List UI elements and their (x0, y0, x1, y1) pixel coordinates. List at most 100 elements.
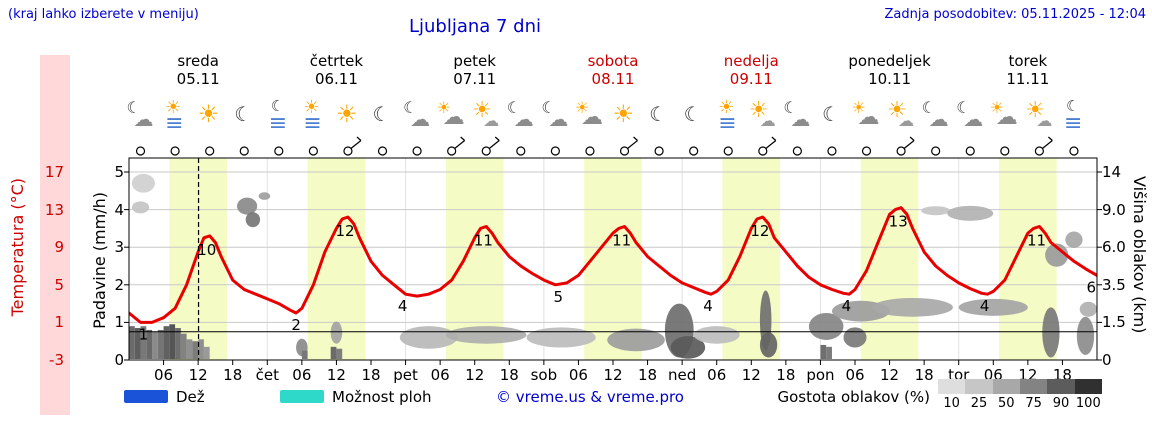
x-tick-label-06: 06 (568, 366, 588, 384)
density-tick-label: 90 (1052, 396, 1070, 411)
x-tick-label-12: 12 (465, 366, 485, 384)
weather-icon-fog-sun: ☀ ≡ (295, 97, 331, 136)
weather-icon-sun-cloud: ☀ ☁ (468, 100, 504, 134)
glyph: ☁ (963, 107, 984, 131)
wind-calm-icon (896, 146, 906, 156)
glyph: ☾ (506, 98, 522, 117)
rain-legend-swatch (124, 390, 168, 403)
weather-icon-moon: ☾ (365, 100, 401, 134)
glyph: ☾ (372, 102, 391, 126)
glyph: ☀ (612, 100, 635, 128)
cloud-tick-label: 6.0 (1102, 238, 1126, 257)
glyph: ☁ (898, 111, 915, 130)
weather-icon-cloud-sun: ☀ ☁ (434, 100, 470, 134)
copyright-link[interactable]: © vreme.us & vreme.pro (496, 388, 684, 406)
showers-legend-label: Možnost ploh (332, 388, 432, 406)
wind-calm-icon (205, 146, 215, 156)
day-date-ponedeljek: 10.11 (868, 70, 912, 88)
menu-hint: (kraj lahko izberete v meniju) (8, 7, 199, 22)
fog-bars (129, 324, 832, 359)
temp-tick-label: 13 (44, 200, 64, 219)
weather-icon-moon-cloud: ☾ ☁ (952, 100, 988, 134)
x-tick-label-12: 12 (741, 366, 761, 384)
wind-calm-icon (965, 146, 975, 156)
glyph: ☾ (126, 98, 141, 117)
glyph: ≡ (268, 111, 288, 136)
x-tick-label-06: 06 (154, 366, 174, 384)
wind-calm-icon (274, 146, 284, 156)
glyph: ≡ (303, 111, 322, 136)
density-segment (1019, 379, 1048, 394)
wind-calm-icon (1034, 146, 1044, 156)
x-tick-label-06: 06 (845, 366, 865, 384)
weather-icon-moon: ☾ (226, 100, 262, 134)
weather-icon-moon-cloud: ☾ ☁ (779, 100, 815, 134)
temperature-value-label: 4 (398, 297, 408, 315)
glyph: ☁ (548, 107, 569, 131)
x-tick-label-06: 06 (430, 366, 450, 384)
cloud-layers (131, 173, 1097, 359)
wind-calm-icon (723, 146, 733, 156)
wind-calm-icon (1069, 146, 1079, 156)
glyph: ☀ (1025, 98, 1046, 123)
weather-icon-fog-sun: ☀ ≡ (710, 99, 746, 136)
wind-barb-icon (350, 140, 362, 149)
glyph: ☾ (921, 98, 936, 117)
wind-calm-icon (931, 146, 941, 156)
glyph: ☀ (165, 97, 182, 118)
precip-tick-label: 0 (114, 351, 124, 369)
density-segment (938, 379, 966, 394)
glyph: ≡ (718, 111, 737, 136)
temperature-value-label: 11 (474, 231, 493, 249)
wind-symbols (135, 136, 1079, 156)
wind-barb-icon (488, 140, 500, 149)
wind-barb-icon (627, 140, 638, 149)
wind-calm-icon (827, 146, 837, 156)
wind-barb-icon (903, 140, 915, 149)
glyph: ☾ (783, 98, 798, 117)
temperature-value-label: 11 (1027, 231, 1046, 249)
x-tick-label-06: 06 (707, 366, 727, 384)
temperature-scale-strip (40, 55, 70, 415)
wind-calm-icon (481, 146, 491, 156)
wind-calm-icon (654, 146, 664, 156)
temperature-value-label: 11 (612, 231, 631, 249)
weather-icon-moon: ☾ (814, 100, 850, 134)
weather-icon-sun-cloud: ☀ ☁ (1021, 100, 1057, 134)
weather-icon-sun-cloud: ☀ ☁ (883, 100, 919, 134)
x-tick-label-18: 18 (499, 366, 519, 384)
glyph: ☾ (1065, 97, 1080, 115)
glyph: ☀ (303, 97, 320, 118)
density-segment (1047, 379, 1075, 394)
day-date-sreda: 05.11 (176, 70, 220, 88)
glyph: ☁ (442, 105, 465, 130)
wind-calm-icon (170, 146, 180, 156)
cloud-tick-label: 9.0 (1102, 200, 1126, 219)
weather-icon-moon: ☾ (676, 100, 712, 134)
x-tick-label-12: 12 (188, 366, 208, 384)
day-name-nedelja: nedelja (723, 52, 779, 70)
wind-calm-icon (308, 146, 318, 156)
day-name-petek: petek (453, 52, 496, 70)
glyph: ☀ (887, 98, 907, 123)
weather-icon-moon-cloud: ☾ ☁ (537, 100, 573, 134)
x-tick-label-12: 12 (880, 366, 900, 384)
density-tick-label: 10 (943, 396, 960, 411)
glyph: ☁ (790, 107, 811, 131)
cloud-tick-label: 3.5 (1102, 275, 1126, 294)
temperature-value-label: 2 (291, 316, 301, 334)
temp-tick-label: 5 (54, 275, 64, 294)
weather-icon-cloud-sun: ☀ ☁ (572, 100, 608, 134)
wind-calm-icon (343, 146, 353, 156)
temperature-value-label: 5 (553, 288, 563, 306)
temp-tick-label: 9 (54, 238, 64, 257)
precip-tick-label: 5 (114, 163, 124, 181)
temperature-value-label: 1 (139, 325, 149, 343)
day-date-četrtek: 06.11 (314, 70, 358, 88)
density-segment (1074, 379, 1102, 394)
weather-icon-sun: ☀ (192, 100, 228, 134)
day-date-sobota: 08.11 (591, 70, 635, 88)
temperature-value-label: 13 (889, 213, 908, 231)
wind-calm-icon (135, 146, 146, 156)
